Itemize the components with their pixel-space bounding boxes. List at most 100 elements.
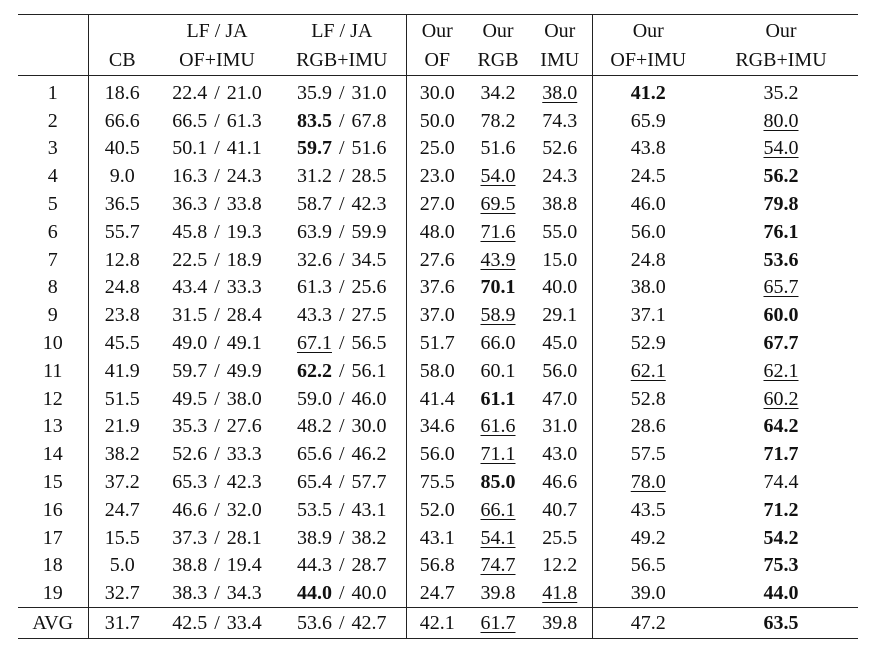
avg-row: AVG 31.7 42.5 / 33.4 53.6 / 42.7 42.1 61.7 39.… — [18, 607, 858, 640]
lf-of-cell: 43.4 / 33.3 — [156, 274, 278, 302]
cb-cell: 51.5 — [88, 385, 156, 413]
table-row: 19 32.7 38.3 / 34.3 44.0 / 40.0 24.7 39.8 41.8… — [18, 579, 858, 608]
slash-separator: / — [214, 582, 220, 605]
lf-rgb-value-lf: 65.4 — [296, 471, 332, 494]
rgb-value: 66.0 — [480, 332, 516, 355]
header-bottom-cell: OF+IMU — [592, 45, 704, 76]
lf-rgb-cell: 61.3 / 25.6 — [278, 273, 407, 302]
rgb-value: 66.1 — [480, 498, 516, 521]
lf-of-value-ja: 28.4 — [226, 304, 262, 327]
table-body: 1 18.6 22.4 / 21.0 35.9 / 31.0 30.0 34.2 38.0 4… — [18, 75, 858, 608]
lf-of-value-lf: 22.4 — [172, 81, 208, 104]
slash-separator: / — [338, 415, 345, 438]
rgb-imu-cell: 54.2 — [704, 524, 858, 552]
table-row: 14 38.2 52.6 / 33.3 65.6 / 46.2 56.0 71.1 43.0… — [18, 440, 858, 469]
of-imu-value: 52.8 — [630, 387, 666, 410]
header-top-cell: Our — [528, 14, 593, 45]
cb-value: 55.7 — [104, 220, 140, 243]
imu-value: 74.3 — [542, 109, 578, 132]
of-imu-cell: 57.5 — [592, 440, 704, 468]
rgb-imu-cell: 54.0 — [704, 135, 858, 163]
row-label: 16 — [18, 495, 89, 524]
cb-cell: 24.8 — [88, 274, 156, 302]
lf-of-cell: 49.0 / 49.1 — [156, 329, 278, 357]
of-value: 23.0 — [419, 165, 455, 188]
lf-of-value-ja: 33.3 — [226, 443, 262, 466]
of-value: 27.0 — [419, 193, 455, 216]
lf-rgb-cell: 38.9 / 38.2 — [278, 523, 407, 552]
of-cell: 34.6 — [406, 413, 468, 441]
cb-value: 37.2 — [104, 471, 140, 494]
lf-of-cell: 16.3 / 24.3 — [156, 162, 278, 190]
rgb-cell: 61.7 — [468, 607, 528, 640]
lf-of-value-ja: 32.0 — [226, 498, 262, 521]
of-cell: 27.6 — [406, 246, 468, 274]
imu-cell: 47.0 — [528, 384, 593, 413]
lf-rgb-cell: 83.5 / 67.8 — [278, 106, 407, 135]
imu-cell: 45.0 — [528, 329, 593, 357]
header-bottom-cell: RGB — [468, 45, 528, 76]
of-cell: 48.0 — [406, 218, 468, 246]
cb-cell: 9.0 — [88, 162, 156, 190]
imu-cell: 40.0 — [528, 273, 593, 302]
lf-of-value-lf: 35.3 — [172, 415, 208, 438]
imu-value: 38.8 — [542, 193, 578, 216]
lf-of-value-lf: 52.6 — [172, 443, 208, 466]
table-row: 17 15.5 37.3 / 28.1 38.9 / 38.2 43.1 54.1 25.5… — [18, 523, 858, 552]
slash-separator: / — [214, 81, 220, 104]
of-imu-value: 28.6 — [630, 415, 666, 438]
of-cell: 51.7 — [406, 329, 468, 357]
imu-value: 40.0 — [542, 276, 578, 299]
slash-separator: / — [214, 304, 220, 327]
lf-of-value-ja: 33.3 — [226, 276, 262, 299]
cb-cell: 41.9 — [88, 357, 156, 385]
table-row: 18 5.0 38.8 / 19.4 44.3 / 28.7 56.8 74.7 12.2 5… — [18, 551, 858, 580]
of-imu-value: 52.9 — [630, 332, 666, 355]
lf-rgb-value-ja: 27.5 — [351, 304, 387, 327]
cb-value: 18.6 — [104, 81, 140, 104]
row-label: 5 — [18, 190, 89, 218]
table-row: 8 24.8 43.4 / 33.3 61.3 / 25.6 37.6 70.1 40.0 3… — [18, 273, 858, 302]
of-imu-cell: 78.0 — [592, 468, 704, 496]
header-bottom-cell: CB — [88, 45, 156, 76]
lf-rgb-value-lf: 35.9 — [296, 81, 332, 104]
of-cell: 27.0 — [406, 190, 468, 218]
lf-of-cell: 38.8 / 19.4 — [156, 552, 278, 580]
lf-of-cell: 46.6 / 32.0 — [156, 496, 278, 524]
rgb-imu-cell: 60.2 — [704, 385, 858, 413]
lf-of-value-lf: 43.4 — [172, 276, 208, 299]
lf-of-value-ja: 42.3 — [226, 471, 262, 494]
row-label: 8 — [18, 273, 89, 302]
table-row: 7 12.8 22.5 / 18.9 32.6 / 34.5 27.6 43.9 15.0 2… — [18, 245, 858, 274]
of-imu-value: 56.0 — [630, 220, 666, 243]
lf-of-cell: 50.1 / 41.1 — [156, 135, 278, 163]
lf-rgb-value-lf: 65.6 — [296, 443, 332, 466]
lf-rgb-value-lf: 44.0 — [296, 582, 332, 605]
of-value: 52.0 — [419, 498, 455, 521]
table-row: 5 36.5 36.3 / 33.8 58.7 / 42.3 27.0 69.5 38.8 4… — [18, 190, 858, 218]
slash-separator: / — [214, 387, 220, 410]
lf-of-cell: 37.3 / 28.1 — [156, 524, 278, 552]
imu-cell: 29.1 — [528, 301, 593, 330]
of-imu-cell: 38.0 — [592, 274, 704, 302]
header-bottom-cell: RGB+IMU — [704, 45, 858, 76]
lf-rgb-value-lf: 44.3 — [296, 554, 332, 577]
rgb-cell: 54.0 — [468, 162, 528, 190]
slash-separator: / — [214, 612, 220, 635]
of-imu-value: 62.1 — [630, 359, 666, 382]
lf-of-value-ja: 19.3 — [226, 220, 262, 243]
lf-rgb-value-lf: 67.1 — [296, 332, 332, 355]
lf-of-value-lf: 37.3 — [172, 526, 208, 549]
imu-cell: 40.7 — [528, 495, 593, 524]
of-imu-cell: 49.2 — [592, 524, 704, 552]
of-cell: 37.6 — [406, 274, 468, 302]
lf-of-value-ja: 19.4 — [226, 554, 262, 577]
rgb-cell: 39.8 — [468, 579, 528, 607]
header-top-cell: Our — [592, 14, 704, 45]
imu-value: 24.3 — [542, 165, 578, 188]
slash-separator: / — [214, 443, 220, 466]
of-value: 51.7 — [419, 332, 455, 355]
cb-value: 15.5 — [104, 526, 140, 549]
imu-cell: 38.0 — [528, 75, 593, 107]
cb-value: 51.5 — [104, 387, 140, 410]
